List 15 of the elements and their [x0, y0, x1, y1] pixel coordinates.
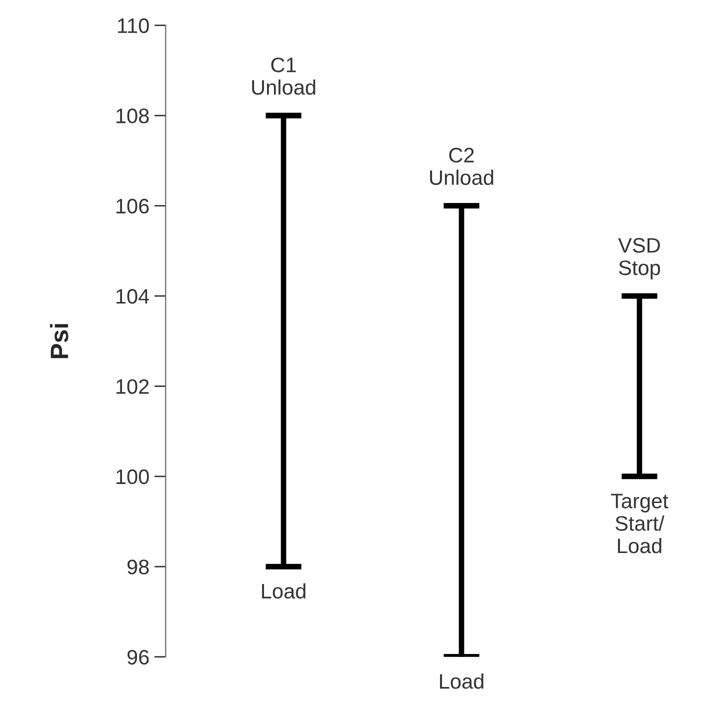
annotation: Load — [262, 583, 306, 599]
y-tick-label: 102 — [116, 379, 149, 394]
y-tick-label: 110 — [118, 18, 149, 34]
annotation: Target Start/ Load — [610, 494, 668, 554]
y-axis-title: Psi — [50, 324, 68, 358]
annotation: Load — [440, 674, 484, 689]
y-tick-label: 96 — [127, 650, 149, 665]
y-tick-label: 106 — [116, 198, 149, 214]
annotation: VSD Stop — [618, 238, 660, 280]
y-tick-label: 98 — [127, 560, 149, 574]
annotation: C2 Unload — [430, 148, 494, 185]
y-tick-label: 108 — [116, 108, 149, 124]
annotation: C1 Unload — [252, 58, 316, 95]
y-tick-label: 104 — [116, 288, 150, 304]
y-tick-label: 100 — [116, 469, 149, 484]
